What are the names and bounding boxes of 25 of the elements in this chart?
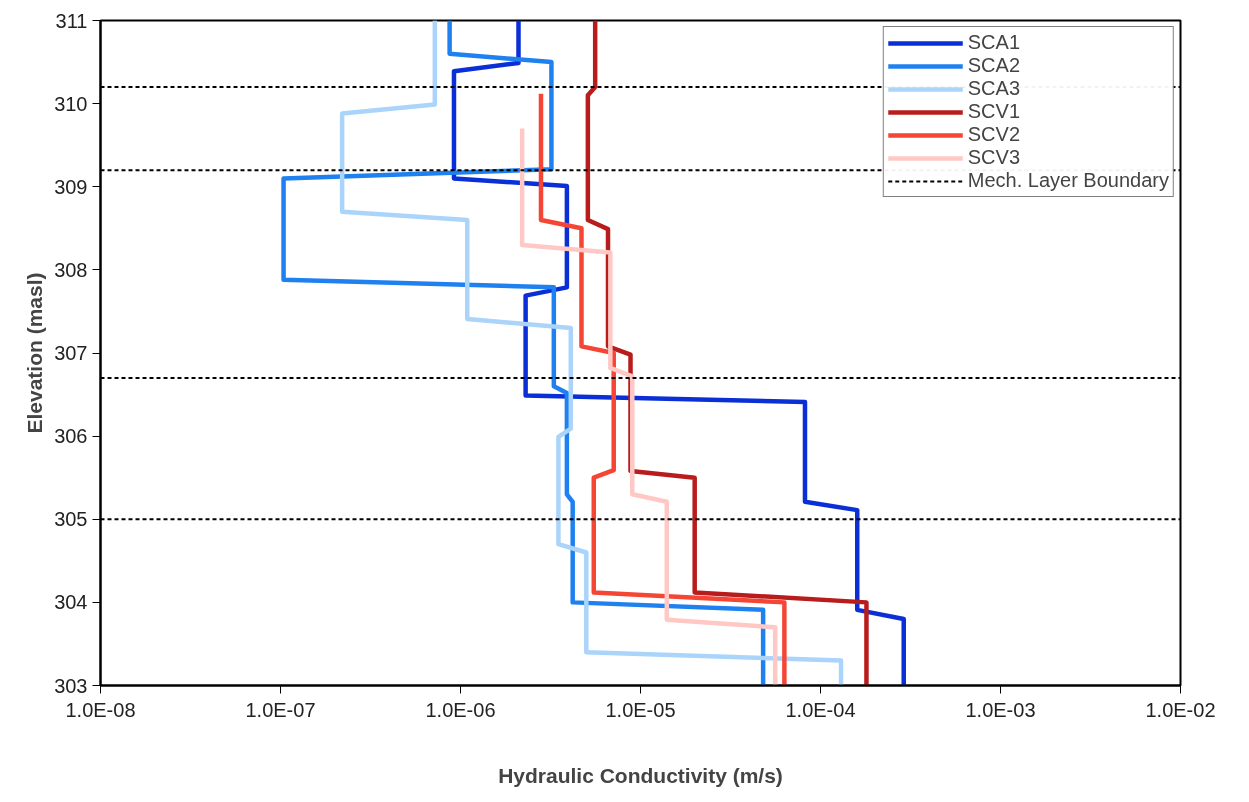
legend-label: SCA2 <box>967 54 1021 77</box>
y-tick-label: 308 <box>54 258 88 281</box>
y-tick-label: 305 <box>54 508 88 531</box>
legend-label: Mech. Layer Boundary <box>967 169 1169 192</box>
legend-label: SCA3 <box>967 77 1021 100</box>
x-tick-label: 1.0E-07 <box>245 698 316 721</box>
x-tick-label: 1.0E-08 <box>65 698 136 721</box>
x-tick-label: 1.0E-06 <box>425 698 496 721</box>
x-axis-title: Hydraulic Conductivity (m/s) <box>498 763 783 787</box>
legend-label: SCA1 <box>967 31 1021 54</box>
x-tick-label: 1.0E-03 <box>965 698 1036 721</box>
y-tick-label: 309 <box>54 175 88 198</box>
x-tick-label: 1.0E-02 <box>1145 698 1216 721</box>
y-tick-label: 310 <box>54 92 88 115</box>
y-tick-label: 306 <box>54 425 88 448</box>
legend-label: SCV1 <box>967 100 1021 123</box>
legend-label: SCV3 <box>967 146 1021 169</box>
y-axis-title: Elevation (masl) <box>23 272 47 434</box>
legend-label: SCV2 <box>967 123 1021 146</box>
y-tick-label: 303 <box>54 674 88 697</box>
x-tick-label: 1.0E-04 <box>785 698 856 721</box>
y-tick-label: 304 <box>54 591 88 614</box>
x-tick-label: 1.0E-05 <box>605 698 676 721</box>
y-tick-label: 311 <box>55 9 88 32</box>
y-tick-label: 307 <box>54 342 88 364</box>
